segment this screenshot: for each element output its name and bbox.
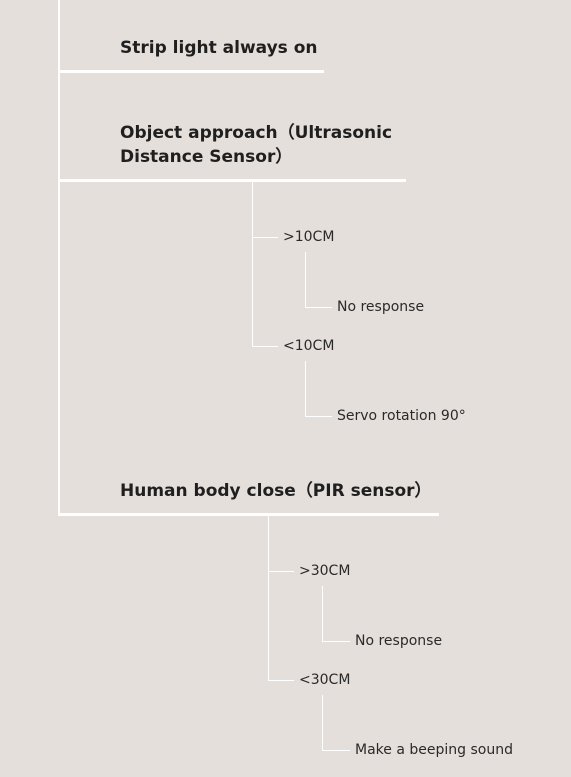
obj-lt-sub-line <box>305 361 306 416</box>
node-obj-gt-result: No response <box>337 299 425 315</box>
obj-gt-result-connector <box>305 307 332 308</box>
obj-gt-connector <box>252 237 278 238</box>
node-human-body-close: Human body close（PIR sensor） <box>120 481 432 501</box>
pir-lt-result-connector <box>322 750 350 751</box>
human-body-underline <box>58 513 439 516</box>
node-pir-gt-result: No response <box>355 633 443 649</box>
object-approach-underline <box>58 179 406 182</box>
pir-gt-result-connector <box>322 641 350 642</box>
pir-gt-connector <box>268 571 294 572</box>
node-object-approach-line2: Distance Sensor） <box>120 147 293 167</box>
main-trunk-line <box>58 0 60 515</box>
strip-light-underline <box>58 70 324 73</box>
node-pir-lt-result: Make a beeping sound <box>355 742 513 758</box>
node-object-approach-line1: Object approach（Ultrasonic <box>120 123 393 143</box>
node-pir-gt-30cm: >30CM <box>299 563 351 579</box>
pir-branch-line <box>268 515 269 680</box>
obj-gt-sub-line <box>305 252 306 307</box>
node-pir-lt-30cm: <30CM <box>299 672 351 688</box>
pir-gt-sub-line <box>322 586 323 641</box>
node-obj-lt-10cm: <10CM <box>283 338 335 354</box>
object-branch-line <box>252 181 253 346</box>
node-strip-light: Strip light always on <box>120 38 318 58</box>
pir-lt-sub-line <box>322 695 323 750</box>
node-obj-gt-10cm: >10CM <box>283 229 335 245</box>
obj-lt-result-connector <box>305 416 332 417</box>
obj-lt-connector <box>252 346 278 347</box>
pir-lt-connector <box>268 680 294 681</box>
node-obj-lt-result: Servo rotation 90° <box>337 408 466 424</box>
